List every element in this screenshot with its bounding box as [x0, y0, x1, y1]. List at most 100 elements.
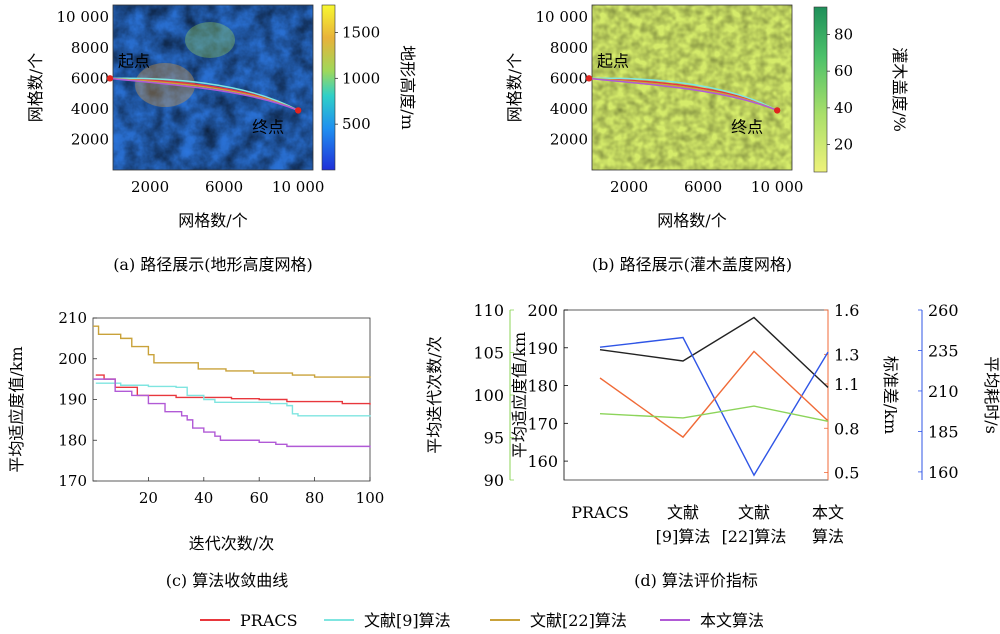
route-path: [109, 77, 299, 112]
x-tick-label: 6000: [684, 178, 722, 196]
x-tick-label: 40: [194, 489, 213, 507]
axis-tick-label: 90: [484, 471, 504, 490]
axis-tick-label: 190: [527, 339, 558, 358]
axis-tick-label: 180: [527, 377, 558, 396]
y-axis-label: 网格数/个: [505, 53, 524, 122]
axis-tick-label: 235: [928, 341, 959, 360]
legend-label: 本文算法: [700, 611, 764, 630]
colorbar-tick-label: 60: [834, 62, 853, 80]
axis-tick-label: 200: [527, 301, 558, 320]
y-tick-label: 8000: [550, 39, 588, 57]
y-axis-label: 网格数/个: [26, 53, 45, 122]
colorbar-tick-label: 40: [834, 99, 853, 117]
caption-b: (b) 路径展示(灌木盖度网格): [592, 255, 792, 274]
y-tick-label: 10 000: [536, 8, 589, 26]
y-tick-label: 6000: [550, 69, 588, 87]
x-axis-label: 网格数/个: [657, 211, 726, 230]
y-tick-label: 8000: [71, 39, 109, 57]
shrub-colorbar: [813, 6, 828, 173]
axis-tick-label: 260: [928, 301, 959, 320]
convergence-chart-panel: 20 40 60 80 100 170 180 190 200 210 迭代次数/次 平均适应度值/k…: [7, 309, 384, 553]
x-tick-label: 100: [356, 489, 385, 507]
x-tick-label: 60: [250, 489, 269, 507]
route-path: [109, 77, 299, 112]
axis-label: 平均耗时/s: [982, 356, 1000, 434]
terrain-height-map-panel: 2000 6000 10 000 10 000 8000 6000 4000 2000 网格数/…: [26, 4, 417, 230]
colorbar-tick-label: 80: [834, 26, 853, 44]
y-tick-label: 180: [58, 431, 87, 449]
metric-line: [599, 336, 829, 477]
axis-tick-label: 100: [473, 386, 504, 405]
x-tick-label: 6000: [205, 178, 243, 196]
end-marker: [773, 107, 781, 114]
axis-tick-label: 0.5: [834, 464, 859, 483]
colorbar-tick-label: 1000: [342, 69, 380, 87]
axis-label: 平均适应度值/km: [510, 332, 529, 458]
axis-tick-label: 160: [527, 452, 558, 471]
start-label: 起点: [597, 51, 629, 70]
y-tick-label: 2000: [550, 130, 588, 148]
x-axis-label: 网格数/个: [178, 211, 247, 230]
y-tick-label: 2000: [71, 130, 109, 148]
axis-tick-label: 1.6: [834, 301, 859, 320]
y-tick-label: 190: [58, 391, 87, 409]
end-label: 终点: [252, 117, 284, 136]
caption-d: (d) 算法评价指标: [634, 571, 758, 590]
x-tick-label: 2000: [131, 178, 169, 196]
x-tick-label: 10 000: [751, 178, 804, 196]
axis-tick-label: 1.3: [834, 345, 859, 364]
terrain-colorbar: [321, 4, 336, 171]
colorbar-tick-label: 1500: [342, 24, 380, 42]
start-label: 起点: [118, 51, 150, 70]
axis-tick-label: 170: [527, 414, 558, 433]
series-line: [95, 382, 371, 417]
legend: PRACS 文献[9]算法 文献[22]算法 本文算法: [200, 611, 764, 630]
axis-label: 标准差/km: [881, 356, 900, 434]
axis-tick-label: 1.1: [834, 375, 859, 394]
y-axis-label: 平均适应度值/km: [7, 346, 26, 472]
x-tick-label: 10 000: [272, 178, 325, 196]
caption-a: (a) 路径展示(地形高度网格): [113, 255, 313, 274]
category-label: [22]算法: [722, 527, 787, 546]
series-line: [95, 374, 371, 405]
metric-line: [599, 350, 829, 439]
category-label: 文献: [738, 503, 770, 522]
y-tick-label: 200: [58, 350, 87, 368]
axis-tick-label: 0.8: [834, 419, 859, 438]
x-tick-label: 20: [139, 489, 158, 507]
axis-tick-label: 105: [473, 344, 504, 363]
y-tick-label: 10 000: [57, 8, 110, 26]
metric-line: [599, 405, 829, 423]
colorbar-tick-label: 500: [342, 115, 371, 133]
category-label: 本文: [812, 503, 844, 522]
axis-tick-label: 210: [928, 382, 959, 401]
category-label: 算法: [812, 527, 844, 546]
colorbar-tick-label: 20: [834, 136, 853, 154]
route-path: [588, 77, 778, 112]
category-label: 文献: [667, 503, 699, 522]
legend-label: 文献[22]算法: [530, 611, 627, 630]
axis-tick-label: 95: [484, 429, 504, 448]
y-tick-label: 6000: [71, 69, 109, 87]
evaluation-metrics-panel: PRACS 文献 [9]算法 文献 [22]算法 本文算法 90 95 100 105 110 平均迭…: [425, 301, 1000, 546]
metric-line: [599, 316, 829, 388]
axis-tick-label: 185: [928, 422, 959, 441]
start-marker: [106, 75, 114, 82]
series-line: [93, 378, 371, 448]
y-tick-label: 4000: [550, 100, 588, 118]
end-marker: [294, 107, 302, 114]
legend-label: PRACS: [240, 611, 298, 630]
x-tick-label: 2000: [610, 178, 648, 196]
axis-tick-label: 160: [928, 463, 959, 482]
category-label: PRACS: [571, 503, 629, 522]
colorbar-label: 灌木盖度/%: [890, 47, 909, 132]
x-tick-label: 80: [305, 489, 324, 507]
shrub-coverage-map-panel: 2000 6000 10 000 10 000 8000 6000 4000 2000 网格数/…: [505, 4, 909, 230]
colorbar-label: 地形高度/m: [398, 45, 417, 130]
axis-tick-label: 110: [473, 301, 504, 320]
start-marker: [585, 75, 593, 82]
end-label: 终点: [731, 117, 763, 136]
axis-label: 平均迭代次数/次: [425, 336, 444, 453]
y-tick-label: 210: [58, 309, 87, 327]
y-tick-label: 4000: [71, 100, 109, 118]
